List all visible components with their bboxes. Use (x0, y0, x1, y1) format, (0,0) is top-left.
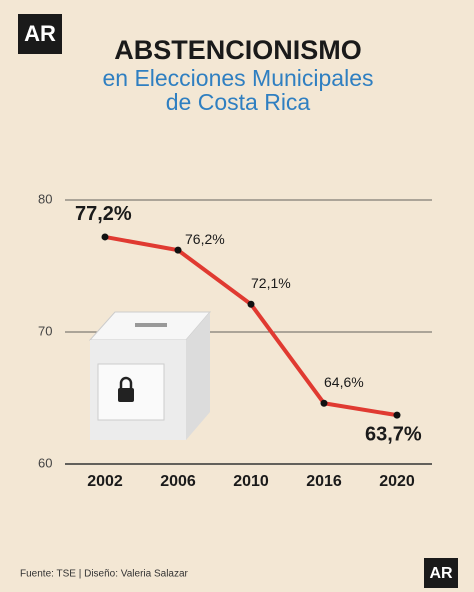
value-label: 72,1% (251, 275, 291, 291)
value-label: 77,2% (75, 203, 132, 225)
chart-title: ABSTENCIONISMO (114, 35, 362, 65)
subtitle: en Elecciones Municipales (102, 65, 373, 91)
data-point (393, 411, 401, 419)
logo: AR (24, 21, 56, 46)
source: Fuente: TSE | Diseño: Valeria Salazar (20, 569, 189, 580)
data-point (174, 246, 182, 254)
subtitle: de Costa Rica (166, 89, 311, 115)
y-tick-label: 70 (38, 323, 52, 338)
value-label: 63,7% (365, 423, 422, 445)
ballot-box (88, 311, 212, 440)
value-label: 64,6% (324, 374, 364, 390)
data-point (101, 233, 109, 241)
y-tick-label: 60 (38, 455, 52, 470)
x-tick-label: 2002 (87, 473, 123, 490)
x-tick-label: 2010 (233, 473, 269, 490)
y-tick-label: 80 (38, 191, 52, 206)
x-tick-label: 2020 (379, 473, 415, 490)
data-point (247, 300, 255, 308)
x-tick-label: 2016 (306, 473, 342, 490)
logo-box (424, 558, 458, 588)
logo-box (18, 14, 62, 54)
logo: AR (429, 565, 453, 582)
data-point (320, 399, 328, 407)
value-label: 76,2% (185, 231, 225, 247)
x-tick-label: 2006 (160, 473, 196, 490)
